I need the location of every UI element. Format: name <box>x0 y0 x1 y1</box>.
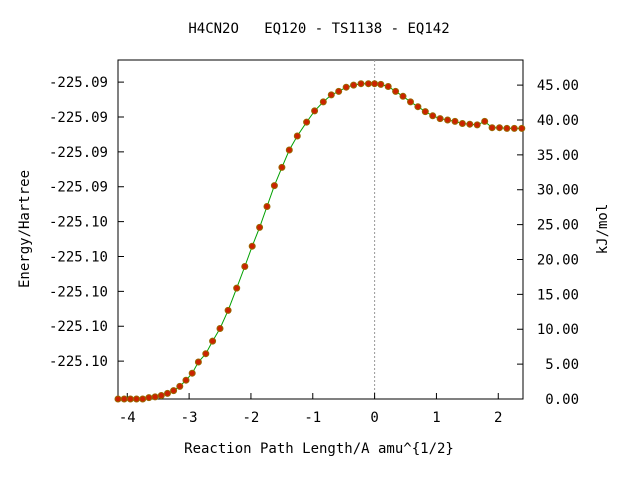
data-point <box>194 358 202 366</box>
right-tick-label: 10.00 <box>537 322 579 338</box>
right-tick-label: 20.00 <box>537 252 579 268</box>
data-point <box>278 163 286 171</box>
data-point <box>176 382 184 390</box>
data-point <box>224 306 232 314</box>
data-point <box>285 146 293 154</box>
left-tick-label: -225.09 <box>49 110 108 126</box>
data-point <box>421 108 429 116</box>
data-point <box>407 98 414 106</box>
data-point <box>444 116 452 124</box>
right-axis: 0.00 5.00 10.00 15.00 20.00 25.00 30.00 35.00 40… <box>517 78 579 408</box>
x-tick-label: -1 <box>304 410 321 426</box>
data-point <box>170 387 178 395</box>
x-tick-label: -3 <box>181 410 198 426</box>
data-point <box>429 112 437 120</box>
data-point <box>327 91 335 99</box>
data-point <box>145 394 153 402</box>
x-tick-label: 0 <box>370 410 378 426</box>
data-point <box>371 80 379 88</box>
left-tick-label: -225.10 <box>49 354 108 370</box>
data-point <box>133 395 140 403</box>
data-point <box>182 376 190 384</box>
x-tick-label: -4 <box>119 410 136 426</box>
data-point <box>342 83 350 91</box>
left-tick-label: -225.10 <box>49 215 108 231</box>
data-point <box>384 83 392 90</box>
data-point <box>399 92 407 100</box>
data-point <box>202 350 210 358</box>
data-point <box>157 392 165 399</box>
right-tick-label: 35.00 <box>537 148 579 164</box>
right-tick-label: 25.00 <box>537 218 579 234</box>
data-point <box>350 81 358 89</box>
data-point <box>151 393 159 401</box>
data-point <box>120 395 128 403</box>
x-tick-label: 2 <box>494 410 502 426</box>
data-point <box>518 124 526 132</box>
right-tick-label: 40.00 <box>537 113 579 129</box>
data-point <box>311 107 319 115</box>
left-axis: -225.10 -225.10 -225.10 -225.10 -225.10 -225.… <box>49 75 124 370</box>
data-point <box>164 389 171 397</box>
data-point <box>256 223 264 231</box>
data-point <box>263 203 271 210</box>
data-point <box>233 284 241 292</box>
chart-title: H4CN2O EQ120 - TS1138 - EQ142 <box>188 21 449 37</box>
data-point <box>270 182 278 190</box>
left-tick-label: -225.10 <box>49 249 108 265</box>
data-point <box>114 395 122 403</box>
data-point <box>496 124 503 132</box>
left-tick-label: -225.10 <box>49 284 108 300</box>
left-tick-label: -225.09 <box>49 180 108 196</box>
data-point <box>458 120 466 127</box>
right-tick-label: 45.00 <box>537 78 579 94</box>
right-tick-label: 5.00 <box>545 357 579 373</box>
data-point <box>481 117 489 125</box>
data-point <box>414 103 422 111</box>
data-points <box>114 80 526 403</box>
x-tick-label: -2 <box>243 410 260 426</box>
right-axis-label: kJ/mol <box>595 204 611 255</box>
data-point <box>139 395 147 403</box>
data-point <box>357 80 365 88</box>
data-point <box>377 80 385 88</box>
right-tick-label: 15.00 <box>537 287 579 303</box>
x-axis: -4 -3 -2 -1 0 1 2 <box>119 393 502 426</box>
data-point <box>335 87 343 95</box>
data-point <box>303 118 311 126</box>
data-point <box>510 124 518 132</box>
x-tick-label: 1 <box>432 410 440 426</box>
data-point <box>209 337 217 345</box>
data-point <box>241 263 249 270</box>
data-point <box>503 124 511 132</box>
data-point <box>216 325 224 332</box>
data-point <box>293 132 301 140</box>
data-point <box>473 121 481 129</box>
data-point <box>126 395 134 403</box>
left-tick-label: -225.09 <box>49 75 108 91</box>
x-axis-label: Reaction Path Length/A amu^{1/2} <box>184 441 454 457</box>
data-point <box>364 80 372 88</box>
right-tick-label: 30.00 <box>537 183 579 199</box>
right-tick-label: 0.00 <box>545 392 579 408</box>
left-axis-label: Energy/Hartree <box>17 170 33 288</box>
data-point <box>488 124 496 132</box>
energy-profile-line <box>118 83 522 400</box>
data-point <box>319 98 327 106</box>
data-point <box>451 117 459 125</box>
data-point <box>436 115 444 123</box>
left-tick-label: -225.10 <box>49 319 108 335</box>
data-point <box>188 369 196 377</box>
plot-frame <box>117 59 524 400</box>
data-point <box>248 242 256 250</box>
data-point <box>392 87 400 95</box>
data-point <box>466 120 474 128</box>
left-tick-label: -225.09 <box>49 145 108 161</box>
